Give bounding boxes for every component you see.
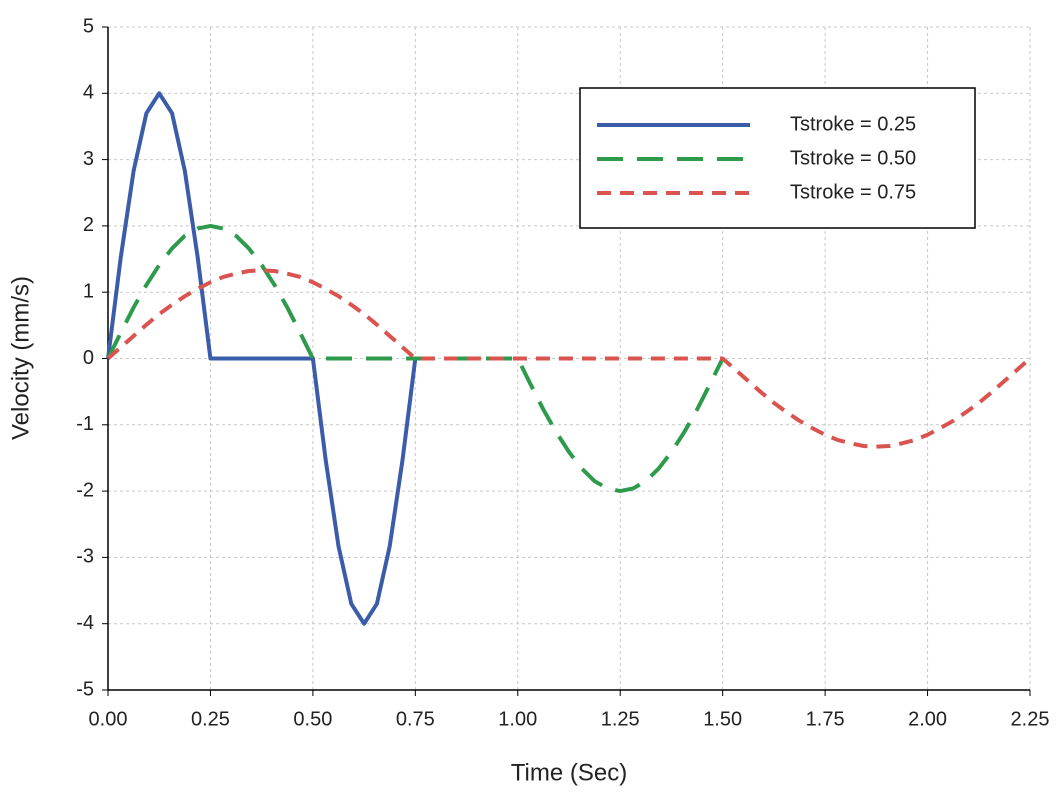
y-tick-label: 4 <box>83 82 94 104</box>
y-tick-label: 1 <box>83 280 94 302</box>
y-tick-label: 2 <box>83 214 94 236</box>
y-tick-label: -3 <box>76 546 94 568</box>
x-tick-label: 2.00 <box>908 708 947 730</box>
y-tick-label: -1 <box>76 413 94 435</box>
chart: Time (Sec) Velocity (mm/s) 5 4 3 2 1 0 -1 -2 -3 -… <box>0 0 1058 792</box>
y-tick-label: -2 <box>76 479 94 501</box>
x-tick-label: 1.00 <box>498 708 537 730</box>
x-tick-label: 1.25 <box>601 708 640 730</box>
y-axis-label: Velocity (mm/s) <box>7 276 34 440</box>
x-axis-label: Time (Sec) <box>511 759 627 786</box>
y-tick-label: -5 <box>76 678 94 700</box>
x-tick-label: 0.00 <box>89 708 128 730</box>
x-tick-label: 0.25 <box>191 708 230 730</box>
x-tick-label: 0.50 <box>293 708 332 730</box>
y-tick-label: 0 <box>83 347 94 369</box>
legend-label: Tstroke = 0.25 <box>790 113 916 135</box>
legend-label: Tstroke = 0.75 <box>790 181 916 203</box>
x-tick-label: 0.75 <box>396 708 435 730</box>
legend-label: Tstroke = 0.50 <box>790 147 916 169</box>
x-tick-label: 1.50 <box>703 708 742 730</box>
y-tick-label: -4 <box>76 612 94 634</box>
x-tick-label: 1.75 <box>806 708 845 730</box>
x-tick-label: 2.25 <box>1011 708 1050 730</box>
y-tick-label: 3 <box>83 148 94 170</box>
y-tick-label: 5 <box>83 15 94 37</box>
